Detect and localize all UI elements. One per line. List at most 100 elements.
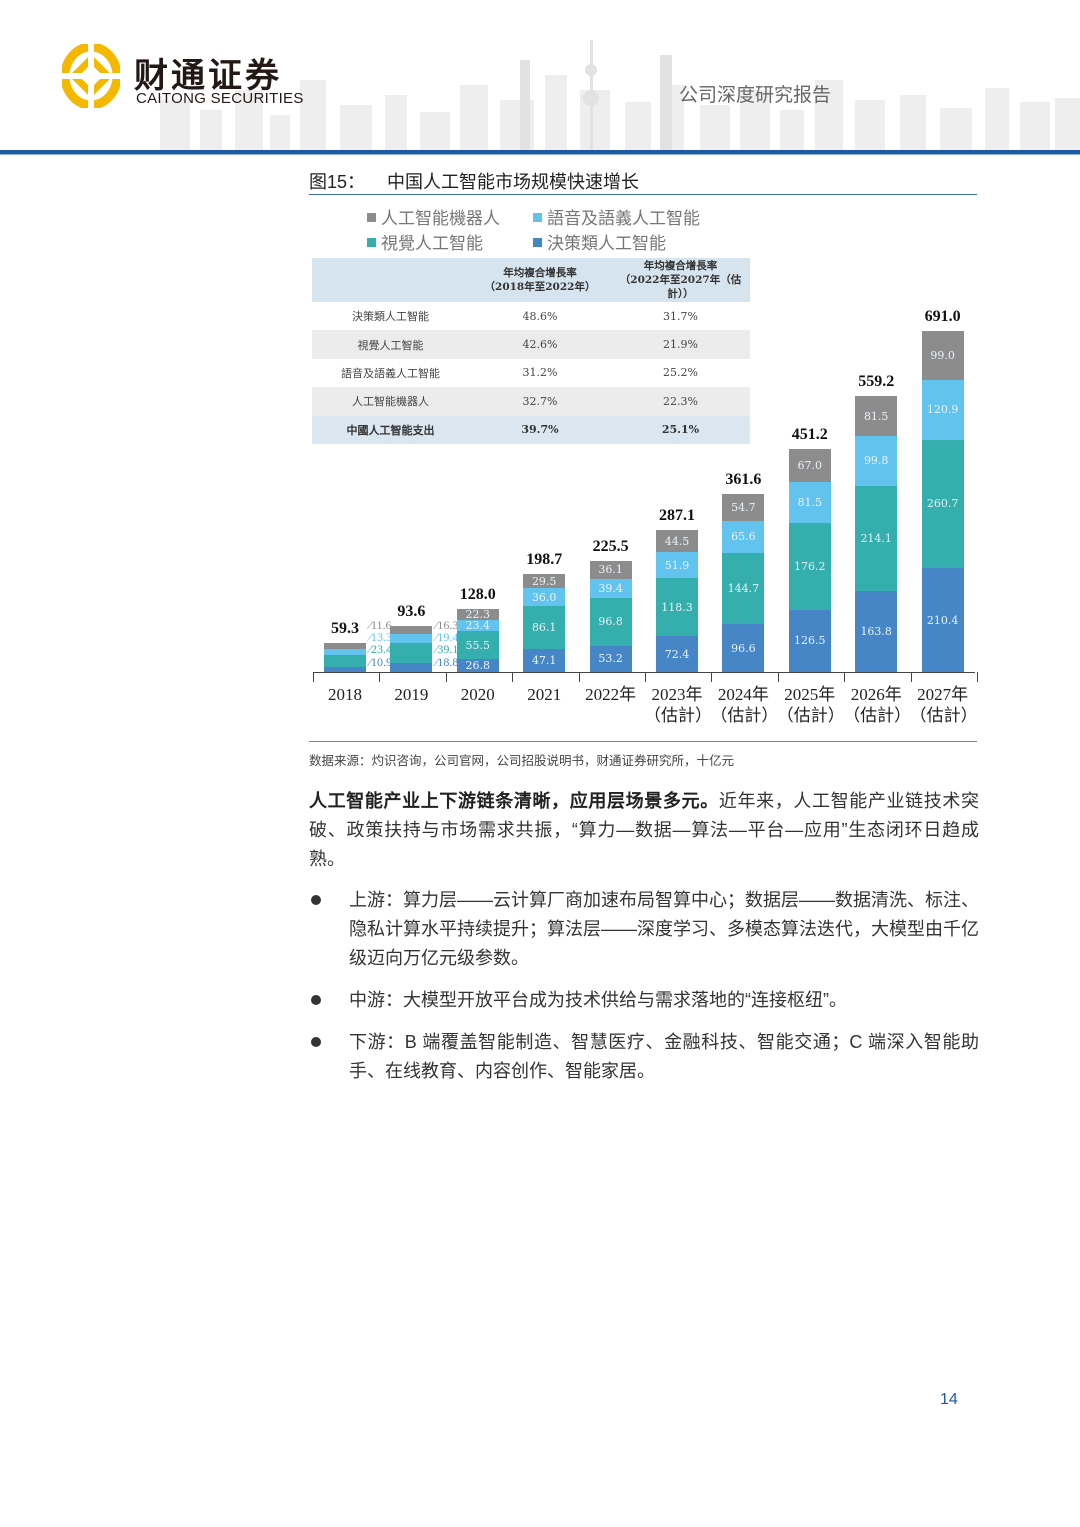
- city-skyline-background: [160, 40, 1080, 152]
- legend-item-decision: 決策類人工智能: [533, 229, 666, 254]
- cagr-value: 21.9%: [611, 330, 750, 359]
- bar-total-label: 59.3: [331, 619, 359, 637]
- bar-side-value-label: ⁄10.9: [369, 654, 393, 669]
- x-axis-label: 2018: [328, 685, 362, 704]
- x-axis-tick: [379, 672, 381, 682]
- legend-swatch-icon: [367, 238, 376, 247]
- cagr-header-row: 年均複合增長率 （2018年至2022年） 年均複合增長率 （2022年至2027年…: [312, 258, 750, 302]
- figure-caption: 中国人工智能市场规模快速增长: [387, 172, 640, 192]
- cagr-row-name: 視覺人工智能: [312, 330, 469, 359]
- x-axis-tick: [844, 672, 846, 682]
- bar-segment: 118.3: [656, 577, 698, 637]
- cagr-row-name: 人工智能機器人: [312, 387, 469, 416]
- bar-segment: 72.4: [656, 636, 698, 672]
- caitong-logo-icon: [62, 44, 120, 108]
- stacked-bar-chart: 人工智能機器人 語音及語義人工智能 視覺人工智能 決策類人工智能 年均複合增長率…: [309, 196, 978, 741]
- bar-segment: 176.2: [788, 522, 831, 610]
- x-axis-label: 2024年 （估計）: [710, 685, 779, 725]
- header-divider-thin: [0, 154, 1080, 155]
- logo-chinese-name: 财通证券: [134, 56, 282, 96]
- bar-segment: 126.5: [788, 609, 831, 672]
- bar-side-value-label: ⁄11.6: [369, 618, 392, 632]
- data-source-note: 数据来源：灼识咨询，公司官网，公司招股说明书，财通证券研究所，十亿元: [309, 754, 735, 768]
- bar-total-label: 559.2: [858, 373, 895, 391]
- bar-segment: [324, 666, 366, 672]
- bar-segment: [390, 643, 433, 663]
- legend-label: 視覺人工智能: [381, 234, 483, 254]
- header-line: （2018年至2022年）: [484, 281, 596, 293]
- bullet-text: 中游：大模型开放平台成为技术供给与需求落地的“连接枢纽”。: [349, 990, 847, 1010]
- bullet-list: 上游：算力层——云计算厂商加速布局智算中心；数据层——数据清洗、标注、隐私计算水…: [309, 886, 979, 1099]
- cagr-row: 決策類人工智能 48.6% 31.7%: [312, 302, 750, 330]
- bar-segment: 44.5: [656, 530, 698, 553]
- report-type-label: 公司深度研究报告: [679, 85, 832, 106]
- cagr-total-row: 中國人工智能支出 39.7% 25.1%: [312, 415, 750, 444]
- x-axis-label: 2025年 （估計）: [776, 685, 845, 725]
- x-axis-label: 2027年 （估計）: [909, 685, 978, 725]
- bar-segment: 54.7: [722, 493, 765, 521]
- x-axis-tick: [578, 672, 580, 682]
- x-axis-label: 2023年 （估計）: [644, 685, 712, 725]
- bar-total-label: 287.1: [659, 507, 695, 525]
- bar-segment: 36.1: [589, 560, 632, 579]
- body-paragraph: 人工智能产业上下游链条清晰，应用层场景多元。近年来，人工智能产业链技术突破、政策…: [309, 787, 979, 874]
- cagr-value: 42.6%: [469, 330, 611, 359]
- page-number: 14: [940, 1391, 958, 1408]
- bar-total-label: 225.5: [592, 537, 629, 555]
- cagr-header-2018-2022: 年均複合增長率 （2018年至2022年）: [469, 258, 611, 302]
- cagr-value: 22.3%: [611, 387, 750, 416]
- cagr-value: 32.7%: [469, 387, 611, 416]
- bar-segment: [324, 648, 366, 656]
- cagr-value: 25.1%: [611, 415, 750, 444]
- bar-segment: 210.4: [921, 568, 964, 672]
- bar-side-value-label: ⁄13.3: [369, 630, 393, 645]
- bullet-dot-icon: [311, 895, 321, 905]
- legend-item-speech: 語音及語義人工智能: [533, 204, 700, 229]
- cagr-row-name: 中國人工智能支出: [312, 415, 469, 444]
- bar-segment: 144.7: [722, 552, 765, 625]
- bullet-downstream: 下游：B 端覆盖智能制造、智慧医疗、金融科技、智能交通；C 端深入智能助手、在线…: [309, 1028, 979, 1086]
- bar-segment: 55.5: [456, 631, 499, 659]
- bar-segment: [390, 662, 433, 672]
- figure-title: 图15： 中国人工智能市场规模快速增长: [309, 168, 639, 194]
- figure-title-rule: [309, 194, 977, 195]
- bar-segment: 99.8: [855, 436, 898, 486]
- header-divider: [0, 150, 1080, 154]
- legend-swatch-icon: [533, 238, 542, 247]
- logo-english-name: CAITONG SECURITIES: [136, 90, 304, 107]
- x-axis-label: 2026年 （估計）: [843, 685, 912, 725]
- x-axis-tick: [445, 672, 447, 682]
- bar-segment: 36.0: [523, 588, 566, 607]
- bar-side-value-label: ⁄23.4: [369, 642, 393, 657]
- bar-total-label: 198.7: [526, 550, 563, 568]
- bar-segment: 23.4: [456, 619, 499, 632]
- bar-segment: 47.1: [523, 648, 566, 672]
- bullet-midstream: 中游：大模型开放平台成为技术供给与需求落地的“连接枢纽”。: [309, 986, 979, 1015]
- bar-side-value-label: ⁄19.4: [435, 630, 459, 645]
- cagr-value: 39.7%: [469, 415, 611, 444]
- x-axis: [313, 672, 975, 673]
- x-axis-tick: [313, 672, 314, 682]
- bar-segment: 99.0: [921, 330, 964, 380]
- legend-item-vision: 視覺人工智能: [367, 229, 483, 254]
- bar-segment: 39.4: [589, 578, 632, 598]
- bar-segment: 65.6: [722, 520, 765, 553]
- bar-side-value-label: ⁄39.1: [435, 642, 459, 657]
- bar-segment: [324, 655, 366, 667]
- bar-segment: 29.5: [523, 573, 566, 589]
- cagr-row: 人工智能機器人 32.7% 22.3%: [312, 387, 750, 416]
- bullet-dot-icon: [311, 1037, 321, 1047]
- legend-swatch-icon: [367, 213, 376, 222]
- bar-segment: 214.1: [855, 485, 898, 592]
- x-axis-tick: [645, 672, 646, 682]
- cagr-row: 視覺人工智能 42.6% 21.9%: [312, 330, 750, 359]
- bar-segment: 26.8: [456, 658, 499, 672]
- cagr-value: 25.2%: [663, 366, 698, 380]
- x-axis-label: 2019: [394, 685, 429, 704]
- x-axis-tick: [977, 672, 978, 682]
- cagr-table: 年均複合增長率 （2018年至2022年） 年均複合增長率 （2022年至2027年…: [312, 258, 750, 444]
- bullet-text: 上游：算力层——云计算厂商加速布局智算中心；数据层——数据清洗、标注、隐私计算水…: [349, 890, 979, 968]
- bar-segment: 81.5: [855, 396, 898, 437]
- bar-total-label: 93.6: [397, 602, 426, 620]
- bar-segment: [324, 642, 366, 649]
